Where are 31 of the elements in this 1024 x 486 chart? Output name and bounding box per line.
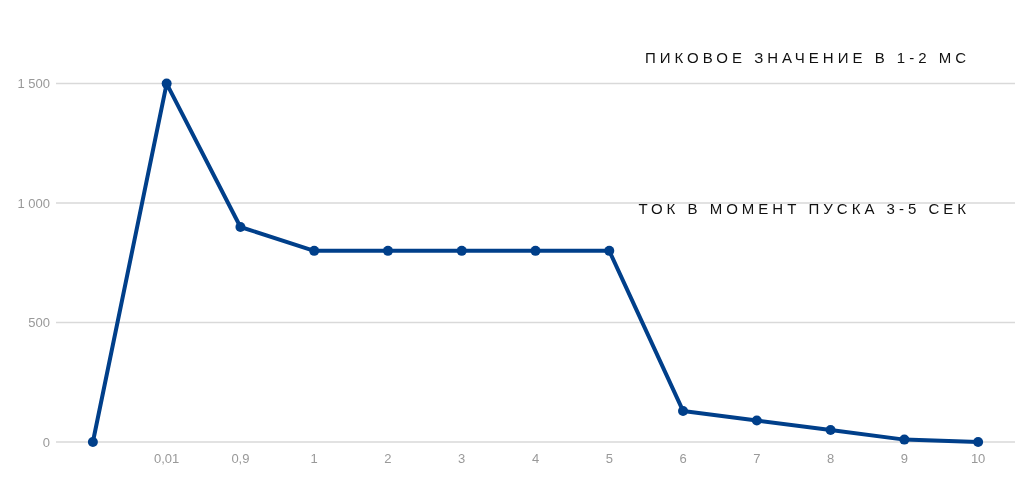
y-tick-label: 500 [28, 315, 50, 331]
y-tick-label: 1 500 [17, 76, 50, 92]
x-tick-label: 6 [679, 450, 687, 466]
x-tick-label: 10 [970, 450, 986, 466]
point [87, 437, 98, 447]
x-tick-label: 4 [531, 450, 540, 466]
x-tick-label: 9 [900, 450, 908, 466]
x-tick-label: 0,9 [231, 450, 250, 466]
point [899, 434, 910, 445]
point [161, 78, 172, 89]
point [382, 245, 393, 256]
point [235, 221, 246, 232]
x-tick-label: 8 [826, 450, 835, 466]
point [751, 415, 762, 426]
x-tick-label: 5 [605, 450, 613, 466]
x-tick-label: 0,01 [154, 450, 180, 466]
point [825, 425, 836, 436]
point [456, 245, 467, 256]
y-tick-label: 0 [42, 434, 50, 450]
point [604, 245, 615, 256]
point [530, 245, 541, 256]
point [678, 405, 689, 416]
point [309, 245, 320, 256]
annotation: ПИКОВОЕ ЗНАЧЕНИЕ В 1-2 МС [644, 49, 970, 66]
point [973, 437, 984, 447]
annotation: ТОК В МОМЕНТ ПУСКА 3-5 СЕК [638, 200, 970, 217]
y-tick-label: 1 000 [17, 195, 50, 211]
x-tick-label: 2 [384, 450, 392, 466]
x-tick-label: 1 [310, 450, 318, 466]
x-tick-label: 3 [458, 450, 466, 466]
x-tick-label: 7 [753, 450, 761, 466]
